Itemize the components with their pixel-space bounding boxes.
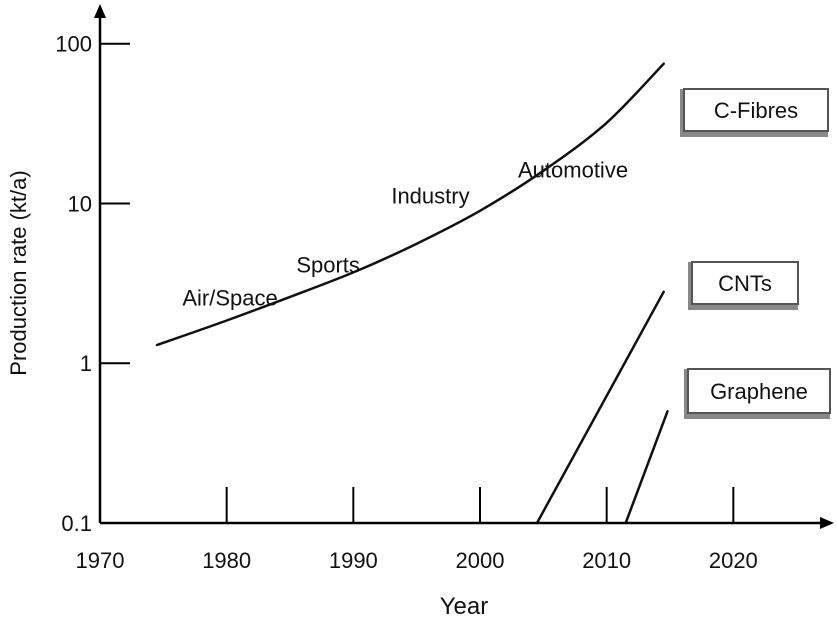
y-tick-label-10: 10	[68, 191, 92, 216]
series-label-shadow-bottom	[680, 131, 828, 137]
x-axis-arrowhead	[820, 517, 834, 529]
y-tick-label-1: 1	[80, 351, 92, 376]
series-label-graphene: Graphene	[684, 368, 831, 419]
y-axis-label: Production rate (kt/a)	[6, 170, 31, 375]
y-axis: 0.1 1 10 100	[55, 4, 130, 536]
y-axis-arrowhead	[94, 4, 106, 18]
y-ticks: 0.1 1 10 100	[55, 32, 130, 536]
annotation-industry: Industry	[391, 183, 469, 208]
series-label-text: CNTs	[718, 271, 772, 296]
annotation-sports: Sports	[296, 252, 360, 277]
x-ticks: 1970 1980 1990 2000 2010 2020	[76, 487, 758, 573]
x-tick-label-1990: 1990	[329, 548, 378, 573]
series-label-box	[683, 88, 829, 132]
series-label-box	[687, 368, 831, 414]
x-tick-label-1970: 1970	[76, 548, 125, 573]
x-tick-label-2020: 2020	[709, 548, 758, 573]
x-axis-label: Year	[440, 593, 489, 620]
annotations: Air/Space Sports Industry Automotive	[182, 158, 628, 311]
series-line-graphene	[624, 410, 669, 525]
series-label-shadow-bottom	[688, 304, 798, 310]
series-label-cnts: CNTs	[688, 261, 799, 310]
x-tick-label-1980: 1980	[202, 548, 251, 573]
y-tick-label-100: 100	[55, 32, 92, 57]
annotation-automotive: Automotive	[518, 158, 628, 183]
series-label-text: Graphene	[710, 379, 808, 404]
series-labels: C-Fibres CNTs Graphene	[680, 88, 831, 419]
series-line-c-fibres	[155, 62, 665, 347]
series-label-shadow-bottom	[684, 413, 830, 419]
series-label-text: C-Fibres	[714, 98, 798, 123]
x-tick-label-2010: 2010	[582, 548, 631, 573]
x-tick-label-2000: 2000	[456, 548, 505, 573]
curves	[155, 62, 669, 525]
series-line-cnts	[535, 290, 665, 525]
y-tick-label-0.1: 0.1	[61, 511, 92, 536]
series-label-c-fibres: C-Fibres	[680, 88, 829, 137]
series-label-box	[691, 261, 799, 305]
x-axis: 1970 1980 1990 2000 2010 2020	[76, 487, 834, 573]
annotation-air-space: Air/Space	[182, 285, 277, 310]
